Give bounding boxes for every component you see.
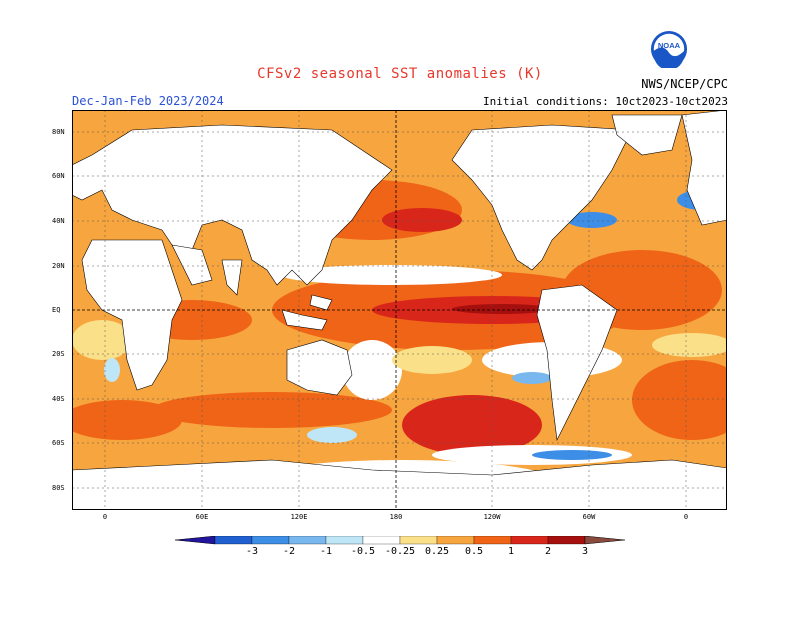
logo-text: NOAA [658,41,681,50]
lon-label: 0 [102,513,108,521]
lat-label: 60S [52,439,65,447]
lat-label: 20N [52,262,65,270]
colorbar-tick-label: -2 [282,546,296,557]
lat-label: 40S [52,395,65,403]
season-label: Dec-Jan-Feb 2023/2024 [72,94,224,108]
lat-label: 80N [52,128,65,136]
lat-label: 60N [52,172,65,180]
colorbar-swatch [436,536,475,545]
colorbar-tick-label: 0.25 [424,546,450,557]
colorbar-tick-label: -0.5 [350,546,376,557]
page-title: CFSv2 seasonal SST anomalies (K) [257,66,543,82]
colorbar-tick-label: 0.5 [464,546,484,557]
colorbar-swatch [288,536,327,545]
map-svg [72,110,727,510]
colorbar-min-triangle [175,536,216,545]
colorbar-swatch [362,536,401,545]
lon-label: 180 [389,513,403,521]
sst-anomaly-map [72,110,727,510]
colorbar-swatch [510,536,549,545]
lon-label: 120E [290,513,308,521]
colorbar-tick-label: 3 [581,546,589,557]
map-frame [72,110,727,510]
lon-label: 120W [483,513,501,521]
colorbar-tick-label: 2 [544,546,552,557]
colorbar-max-triangle [584,536,625,545]
lat-label: 80S [52,484,65,492]
colorbar-swatch [473,536,512,545]
colorbar-tick-label: -1 [319,546,333,557]
noaa-logo-icon: NOAA [650,30,688,68]
colorbar-swatch [325,536,364,545]
colorbar-swatch [251,536,290,545]
lon-label: 0 [683,513,689,521]
agency-label: NWS/NCEP/CPC [641,77,728,91]
initial-conditions-label: Initial conditions: 10ct2023-10ct2023 [482,95,728,108]
colorbar-tick-label: 1 [507,546,515,557]
colorbar-tick-label: -0.25 [384,546,416,557]
landmasses [72,110,727,510]
equator-dateline [72,110,727,510]
colorbar [175,536,625,545]
colorbar-tick-label: -3 [245,546,259,557]
lat-label: 20S [52,350,65,358]
lat-label: 40N [52,217,65,225]
lon-label: 60E [195,513,209,521]
colorbar-swatch [399,536,438,545]
colorbar-swatch [547,536,586,545]
lon-label: 60W [582,513,596,521]
colorbar-swatch [214,536,253,545]
lat-label: EQ [52,306,61,314]
